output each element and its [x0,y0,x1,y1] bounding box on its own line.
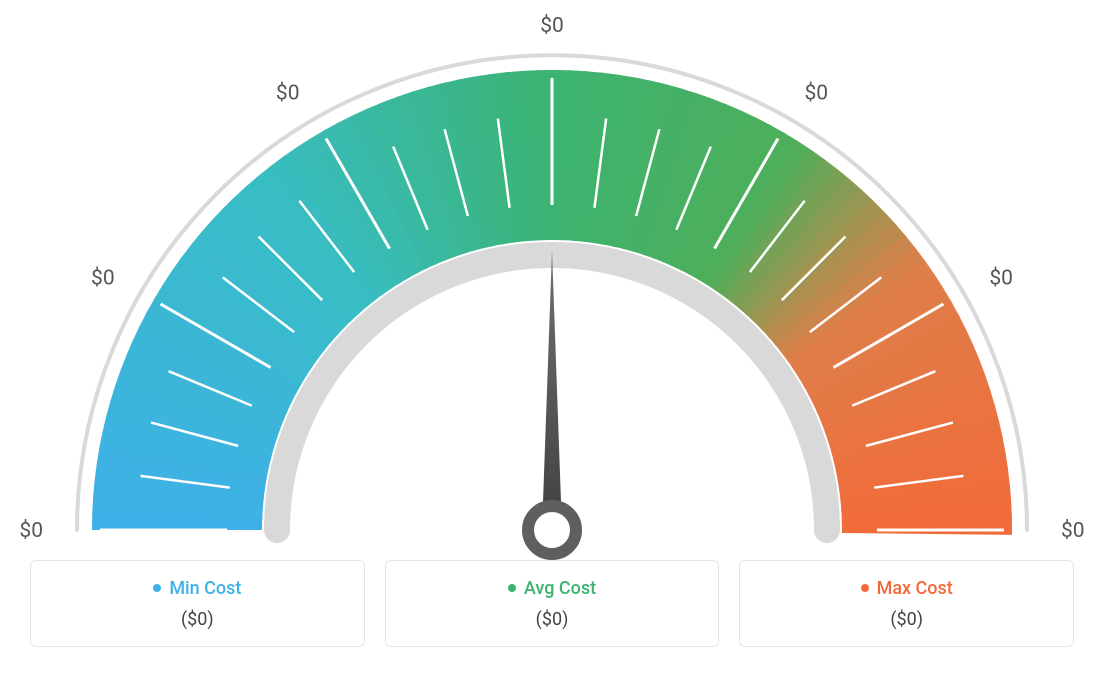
legend-dot-avg [508,584,516,592]
legend-value-avg: ($0) [398,609,707,630]
legend-label-max: Max Cost [877,578,953,599]
gauge-tick-label: $0 [540,14,564,38]
legend-card-avg: Avg Cost ($0) [385,560,720,647]
legend-dot-min [153,584,161,592]
chart-container: $0 $0 $0 $0 $0 $0 $0 Min Cost ($0) Avg Cost ($… [0,0,1104,690]
gauge-tick-label: $0 [805,82,829,106]
legend-row: Min Cost ($0) Avg Cost ($0) Max Cost ($0… [0,560,1104,647]
legend-card-max: Max Cost ($0) [739,560,1074,647]
gauge-needle-hub [528,506,576,554]
gauge-tick-label: $0 [276,82,300,106]
legend-title-max: Max Cost [861,578,953,599]
gauge-tick-label: $0 [19,519,43,543]
legend-title-avg: Avg Cost [508,578,596,599]
legend-dot-max [861,584,869,592]
legend-title-min: Min Cost [153,578,241,599]
legend-label-avg: Avg Cost [524,578,596,599]
gauge-needle [542,250,562,530]
legend-value-min: ($0) [43,609,352,630]
gauge-tick-label: $0 [91,267,115,291]
legend-label-min: Min Cost [169,578,241,599]
gauge-tick-label: $0 [1061,519,1085,543]
gauge-tick-label: $0 [989,267,1013,291]
legend-value-max: ($0) [752,609,1061,630]
gauge-svg: $0 $0 $0 $0 $0 $0 $0 [0,0,1104,560]
gauge-area: $0 $0 $0 $0 $0 $0 $0 [0,0,1104,560]
legend-card-min: Min Cost ($0) [30,560,365,647]
